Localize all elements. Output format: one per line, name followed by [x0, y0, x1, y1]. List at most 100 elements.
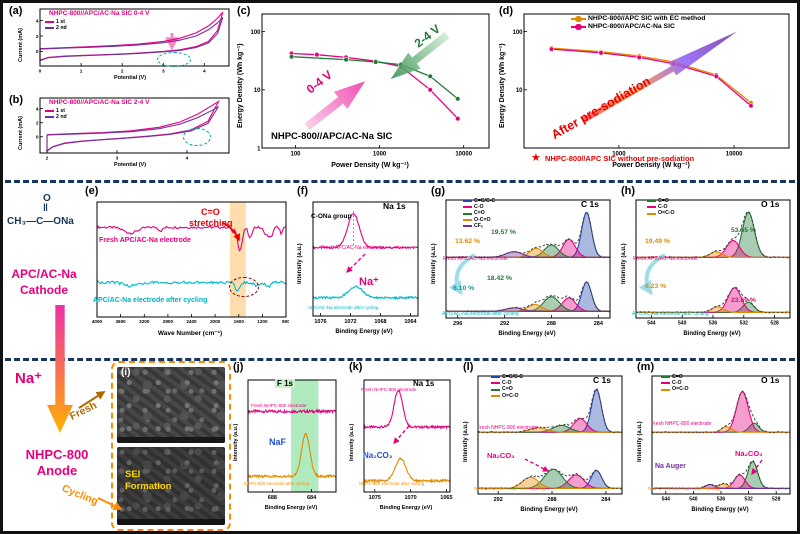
- svg-text:1065: 1065: [440, 495, 452, 501]
- panel-h: (h) Intensity (a.u.) 544 540 536 532 528 Bin…: [619, 185, 797, 357]
- na-plus-flow-label: Na⁺: [15, 370, 43, 387]
- legend-item: 1 st: [45, 108, 67, 114]
- panel-f-label: (f): [297, 185, 308, 197]
- pct-label: 19.49 %: [645, 238, 670, 245]
- panel-d-legend: NHPC-800//APC SIC with EC method NHPC-80…: [571, 15, 705, 31]
- svg-text:4: 4: [36, 18, 39, 24]
- panel-h-xlabel: Binding Energy (eV): [683, 331, 741, 337]
- panel-k: (k) Intensity (a.u.) 1075 1070 1065 Bindin…: [347, 361, 459, 531]
- svg-text:0: 0: [36, 135, 39, 141]
- svg-text:3: 3: [116, 155, 119, 161]
- svg-text:288: 288: [547, 321, 556, 327]
- legend-swatch: [463, 200, 472, 203]
- svg-text:10000: 10000: [455, 152, 472, 158]
- cycled-electrode-label: APC/AC-Na electrode after cycling: [632, 311, 709, 317]
- na2co3-label: Na₂CO₃: [487, 451, 515, 460]
- svg-text:2400: 2400: [186, 319, 197, 324]
- legend-item: C=O: [491, 386, 523, 392]
- svg-text:2000: 2000: [210, 319, 221, 324]
- legend-item: C-O: [661, 380, 689, 386]
- panel-e-xlabel: Wave Number (cm⁻¹): [157, 330, 223, 337]
- panel-j-label: (j): [233, 361, 244, 373]
- svg-text:2800: 2800: [163, 319, 174, 324]
- svg-text:1600: 1600: [234, 319, 245, 324]
- panel-g-xlabel: Binding Energy (eV): [498, 331, 556, 337]
- legend-swatch: [491, 394, 500, 397]
- cycled-electrode-label: APC/AC-Na electrode after cycling: [442, 311, 519, 317]
- panel-j-chart: 688 684: [247, 379, 337, 501]
- svg-text:684: 684: [307, 495, 317, 501]
- cycling-flow-label: Cycling: [60, 482, 100, 508]
- legend-item: C=O: [647, 198, 675, 204]
- co-annotation: C=O: [201, 207, 220, 217]
- sem-image-fresh: [117, 367, 225, 443]
- na2co3-label: Na₂CO₃: [363, 451, 393, 460]
- na2co3-label: Na₂CO₃: [735, 449, 763, 458]
- panel-a-xlabel: Potential (V): [113, 75, 147, 81]
- panel-c-ylabel: Energy Density (Wh kg⁻¹): [237, 43, 244, 129]
- legend-swatch: [647, 212, 656, 215]
- fresh-electrode-label: Fresh NHPC-800 electrode: [651, 421, 712, 427]
- svg-text:536: 536: [717, 497, 726, 503]
- panel-j-title: F 1s: [275, 379, 296, 388]
- panel-g-title: C 1s: [581, 199, 599, 209]
- legend-swatch: [491, 382, 500, 385]
- legend-item: O-C=O: [463, 217, 495, 223]
- panel-f-ylabel: Intensity (a.u.): [297, 243, 303, 285]
- panel-b: (b) Current (mA) 2 3 4 0 2 4 Potential (V) NH…: [7, 94, 235, 180]
- legend-item: 1 st: [45, 19, 67, 25]
- svg-text:1075: 1075: [369, 495, 381, 501]
- svg-text:1070: 1070: [404, 495, 416, 501]
- panel-h-title: O 1s: [761, 199, 780, 209]
- svg-text:536: 536: [709, 321, 718, 327]
- panel-m-label: (m): [637, 361, 655, 373]
- legend-item: C-O: [463, 204, 495, 210]
- panel-g-label: (g): [431, 185, 446, 197]
- legend-item: C-O: [647, 204, 675, 210]
- panel-c: (c) Energy Density (Wh kg⁻¹) 100 1000 1000…: [235, 5, 497, 181]
- panel-c-label: (c): [237, 5, 251, 17]
- cycled-electrode-label: NHPC-800 electrode after cycling: [359, 481, 425, 486]
- sem-info-bar: [117, 437, 225, 443]
- svg-text:1000: 1000: [373, 152, 387, 158]
- panel-d-xlabel: Power Density (W kg⁻¹): [612, 162, 690, 169]
- legend-dot: [575, 23, 582, 31]
- legend-swatch: [661, 382, 670, 385]
- panel-j-xlabel: Binding Energy (eV): [264, 505, 318, 511]
- cyan-curved-arrow: [448, 253, 476, 296]
- panel-k-xlabel: Binding Energy (eV): [379, 505, 433, 511]
- pct-label: 23.69 %: [731, 297, 756, 304]
- fresh-electrode-label: Fresh APC/AC-Na electrode: [99, 237, 191, 244]
- cathode-label-1: APC/AC-Na: [11, 267, 77, 281]
- formula-oxygen: O: [43, 193, 51, 204]
- legend-swatch: [463, 206, 472, 209]
- panel-l-xlabel: Binding Energy (eV): [520, 507, 578, 513]
- svg-text:10: 10: [254, 88, 261, 94]
- legend-item: C=C/C-C: [463, 198, 495, 204]
- svg-text:528: 528: [772, 497, 781, 503]
- svg-text:284: 284: [601, 497, 611, 503]
- panel-h-legend: C=O C-O O=C-O: [647, 198, 675, 217]
- panel-m-chart: 544 540 536 532 528: [651, 375, 791, 503]
- svg-text:100: 100: [250, 30, 261, 36]
- panel-g-ylabel: Intensity (a.u.): [431, 243, 437, 285]
- panel-l-chart: 292 288 284: [477, 375, 623, 503]
- svg-text:10: 10: [516, 88, 523, 94]
- dashed-ellipse-annotation: [157, 52, 191, 67]
- panel-h-ylabel: Intensity (a.u.): [621, 243, 627, 285]
- legend-swatch: [45, 116, 54, 119]
- fresh-arrow: [78, 391, 106, 409]
- panel-k-chart: 1075 1070 1065: [363, 379, 453, 501]
- c-ona-group-label: C-ONa group: [311, 213, 352, 220]
- svg-text:296: 296: [453, 321, 462, 327]
- panel-l-title: C 1s: [593, 375, 611, 385]
- svg-text:292: 292: [500, 321, 509, 327]
- svg-text:2: 2: [36, 34, 39, 40]
- legend-item: O=C-O: [647, 210, 675, 216]
- panel-h-chart: 544 540 536 532 528: [635, 199, 791, 327]
- fresh-electrode-label: Fresh APC/AC-Na electrode: [443, 256, 508, 262]
- svg-text:4000: 4000: [92, 319, 103, 324]
- svg-text:0: 0: [39, 68, 42, 74]
- row-divider-2: [5, 358, 795, 361]
